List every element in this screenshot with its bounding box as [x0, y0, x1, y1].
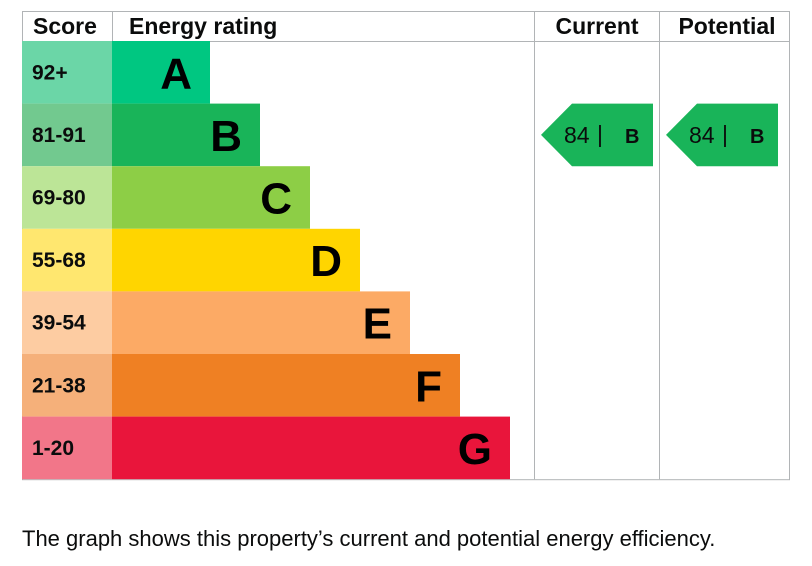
score-label-b: 81-91	[32, 124, 86, 147]
current-column-header: Current	[555, 13, 638, 39]
score-column-header: Score	[33, 13, 97, 39]
band-letter-c: C	[260, 175, 292, 224]
band-bar-c	[112, 166, 310, 229]
band-letter-e: E	[363, 300, 392, 349]
score-label-c: 69-80	[32, 187, 86, 210]
current-rating-arrow-separator: |	[597, 121, 603, 147]
band-row-e: 39-54 E	[22, 291, 410, 354]
potential-rating-arrow-band: B	[750, 126, 764, 148]
current-rating-arrow-shape	[541, 103, 653, 167]
band-bar-f	[112, 354, 460, 417]
band-row-b: 81-91 B	[22, 103, 260, 167]
score-cell-a	[22, 41, 112, 104]
potential-rating-arrow: 84 | B	[666, 103, 778, 167]
energy-rating-chart: Score Energy rating Current Potential 92…	[22, 11, 790, 481]
band-bar-b	[112, 103, 260, 167]
band-row-d: 55-68 D	[22, 228, 360, 292]
energy-rating-column-header: Energy rating	[129, 13, 277, 39]
band-bar-e	[112, 291, 410, 354]
score-label-f: 21-38	[32, 374, 86, 397]
band-letter-a: A	[160, 49, 192, 98]
potential-rating-arrow-value: 84	[689, 122, 715, 148]
current-rating-arrow: 84 | B	[541, 103, 653, 167]
chart-caption: The graph shows this property’s current …	[22, 526, 716, 551]
score-label-g: 1-20	[32, 437, 74, 460]
score-cell-g	[22, 416, 112, 480]
band-row-a: 92+ A	[22, 41, 210, 104]
band-row-c: 69-80 C	[22, 166, 310, 229]
score-label-d: 55-68	[32, 249, 86, 272]
current-rating-arrow-band: B	[625, 126, 639, 148]
score-cell-d	[22, 228, 112, 292]
band-letter-g: G	[458, 425, 492, 474]
potential-rating-arrow-shape	[666, 103, 778, 167]
potential-column-header: Potential	[678, 13, 775, 39]
band-letter-b: B	[210, 112, 242, 161]
score-cell-c	[22, 166, 112, 229]
rating-arrows: 84 | B 84 | B	[541, 103, 778, 167]
score-cell-f	[22, 354, 112, 417]
band-row-f: 21-38 F	[22, 354, 460, 417]
band-bar-a	[112, 41, 210, 104]
band-row-g: 1-20 G	[22, 416, 510, 480]
score-cell-b	[22, 103, 112, 167]
score-cell-e	[22, 291, 112, 354]
band-bar-g	[112, 416, 510, 480]
rating-bands: 92+ A 81-91 B 69-80 C 55-68 D 39-54 E 21-38 F 1-20 G	[22, 41, 510, 480]
band-bar-d	[112, 228, 360, 292]
current-rating-arrow-value: 84	[564, 122, 590, 148]
score-label-a: 92+	[32, 61, 68, 84]
score-label-e: 39-54	[32, 312, 86, 335]
potential-rating-arrow-separator: |	[722, 121, 728, 147]
band-letter-f: F	[415, 362, 442, 411]
band-letter-d: D	[310, 237, 342, 286]
